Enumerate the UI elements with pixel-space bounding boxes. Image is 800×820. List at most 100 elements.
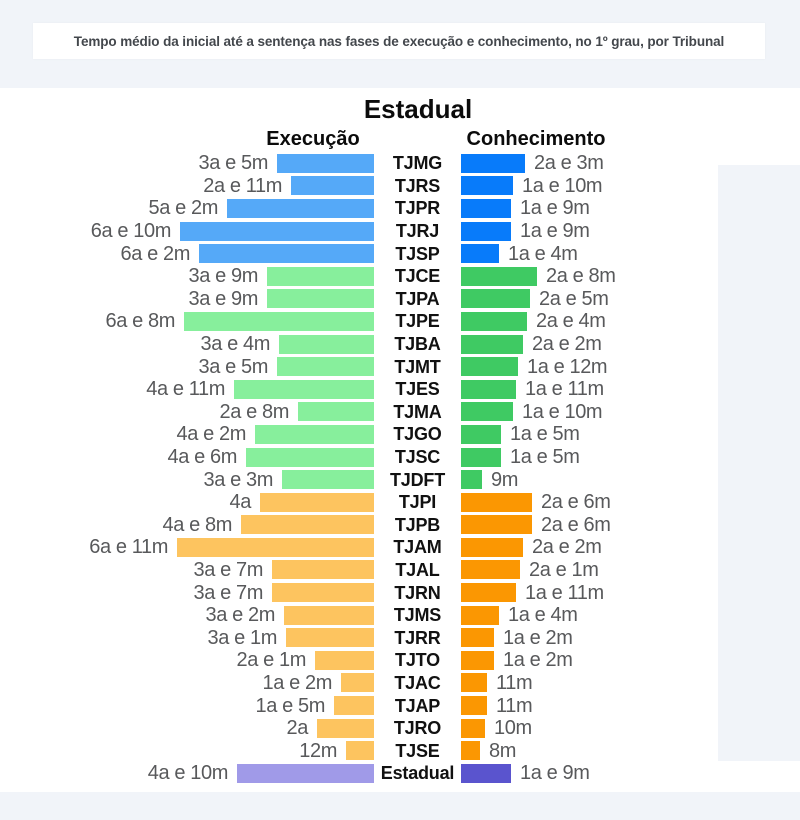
conhecimento-bar[interactable] <box>461 492 532 512</box>
chart-row: 3a e 7m TJAL 2a e 1m <box>0 559 800 582</box>
execucao-bar[interactable] <box>272 583 374 603</box>
execucao-value-label: 4a <box>229 491 252 514</box>
conhecimento-bar[interactable] <box>461 357 518 377</box>
chart-row: 3a e 5m TJMG 2a e 3m <box>0 152 800 175</box>
conhecimento-bar[interactable] <box>461 515 532 535</box>
conhecimento-bar[interactable] <box>461 605 499 625</box>
execucao-bar[interactable] <box>282 470 374 490</box>
chart-row: 4a e 10m Estadual 1a e 9m <box>0 762 800 785</box>
conhecimento-bar[interactable] <box>461 537 523 557</box>
chart-row: 3a e 4m TJBA 2a e 2m <box>0 333 800 356</box>
chart-row: 2a TJRO 10m <box>0 717 800 740</box>
court-label: TJRJ <box>395 221 440 242</box>
conhecimento-cell: 1a e 5m <box>461 423 800 446</box>
execucao-bar[interactable] <box>346 741 374 761</box>
execucao-bar[interactable] <box>277 357 374 377</box>
conhecimento-cell: 11m <box>461 672 800 695</box>
conhecimento-value-label: 1a e 12m <box>527 355 608 378</box>
execucao-bar[interactable] <box>272 560 374 580</box>
execucao-bar[interactable] <box>234 379 374 399</box>
execucao-bar[interactable] <box>315 650 374 670</box>
court-label: TJPR <box>394 198 441 219</box>
conhecimento-bar[interactable] <box>461 741 480 761</box>
execucao-cell: 2a e 11m <box>0 175 374 198</box>
conhecimento-bar[interactable] <box>461 402 513 422</box>
execucao-bar[interactable] <box>291 176 374 196</box>
execucao-bar[interactable] <box>334 696 374 716</box>
conhecimento-bar[interactable] <box>461 470 482 490</box>
conhecimento-bar[interactable] <box>461 628 494 648</box>
conhecimento-value-label: 11m <box>496 671 533 694</box>
execucao-cell: 3a e 7m <box>0 559 374 582</box>
conhecimento-cell: 1a e 11m <box>461 581 800 604</box>
court-label: TJPB <box>394 514 441 535</box>
execucao-cell: 6a e 10m <box>0 220 374 243</box>
execucao-bar[interactable] <box>180 221 374 241</box>
conhecimento-bar[interactable] <box>461 673 487 693</box>
court-label: TJRO <box>393 718 442 739</box>
execucao-bar[interactable] <box>177 537 374 557</box>
conhecimento-cell: 8m <box>461 739 800 762</box>
execucao-bar[interactable] <box>227 198 374 218</box>
conhecimento-cell: 2a e 3m <box>461 152 800 175</box>
conhecimento-bar[interactable] <box>461 289 530 309</box>
execucao-cell: 3a e 9m <box>0 265 374 288</box>
execucao-bar[interactable] <box>267 266 374 286</box>
execucao-cell: 1a e 5m <box>0 694 374 717</box>
execucao-bar[interactable] <box>260 492 374 512</box>
conhecimento-bar[interactable] <box>461 447 501 467</box>
execucao-bar[interactable] <box>286 628 374 648</box>
conhecimento-value-label: 1a e 4m <box>508 604 578 627</box>
execucao-bar[interactable] <box>284 605 374 625</box>
execucao-bar[interactable] <box>317 718 374 738</box>
conhecimento-bar[interactable] <box>461 718 485 738</box>
conhecimento-value-label: 2a e 1m <box>529 558 599 581</box>
conhecimento-cell: 1a e 2m <box>461 649 800 672</box>
execucao-bar[interactable] <box>241 515 374 535</box>
conhecimento-value-label: 1a e 11m <box>525 581 604 604</box>
execucao-bar[interactable] <box>277 153 374 173</box>
conhecimento-bar[interactable] <box>461 424 501 444</box>
execucao-value-label: 12m <box>299 739 337 762</box>
chart-row: 3a e 9m TJPA 2a e 5m <box>0 288 800 311</box>
execucao-bar[interactable] <box>246 447 374 467</box>
court-label: TJDFT <box>390 469 445 490</box>
conhecimento-value-label: 1a e 9m <box>520 762 590 785</box>
chart-row: 2a e 11m TJRS 1a e 10m <box>0 175 800 198</box>
chart-row: 3a e 2m TJMS 1a e 4m <box>0 604 800 627</box>
execucao-bar[interactable] <box>199 244 374 264</box>
conhecimento-bar[interactable] <box>461 560 520 580</box>
conhecimento-bar[interactable] <box>461 311 527 331</box>
conhecimento-bar[interactable] <box>461 379 516 399</box>
execucao-bar[interactable] <box>237 763 374 783</box>
execucao-value-label: 3a e 5m <box>198 355 269 378</box>
execucao-bar[interactable] <box>298 402 374 422</box>
execucao-value-label: 4a e 10m <box>147 762 229 785</box>
conhecimento-bar[interactable] <box>461 266 537 286</box>
conhecimento-bar[interactable] <box>461 650 494 670</box>
conhecimento-bar[interactable] <box>461 221 511 241</box>
chart-row: 12m TJSE 8m <box>0 739 800 762</box>
conhecimento-bar[interactable] <box>461 198 511 218</box>
execucao-cell: 4a e 6m <box>0 446 374 469</box>
chart-row: 6a e 11m TJAM 2a e 2m <box>0 536 800 559</box>
execucao-bar[interactable] <box>267 289 374 309</box>
conhecimento-bar[interactable] <box>461 153 525 173</box>
court-label: TJES <box>395 379 440 400</box>
court-label: TJBA <box>394 334 441 355</box>
execucao-bar[interactable] <box>184 311 374 331</box>
conhecimento-bar[interactable] <box>461 583 516 603</box>
conhecimento-bar[interactable] <box>461 334 523 354</box>
court-label: TJTO <box>395 650 440 671</box>
execucao-bar[interactable] <box>341 673 374 693</box>
conhecimento-bar[interactable] <box>461 696 487 716</box>
conhecimento-bar[interactable] <box>461 244 499 264</box>
conhecimento-bar[interactable] <box>461 176 513 196</box>
execucao-bar[interactable] <box>279 334 374 354</box>
conhecimento-bar[interactable] <box>461 763 511 783</box>
conhecimento-value-label: 1a e 2m <box>503 649 573 672</box>
execucao-bar[interactable] <box>255 424 374 444</box>
conhecimento-value-label: 2a e 2m <box>532 333 602 356</box>
conhecimento-value-label: 2a e 6m <box>541 513 611 536</box>
chart-row: 4a e 11m TJES 1a e 11m <box>0 378 800 401</box>
